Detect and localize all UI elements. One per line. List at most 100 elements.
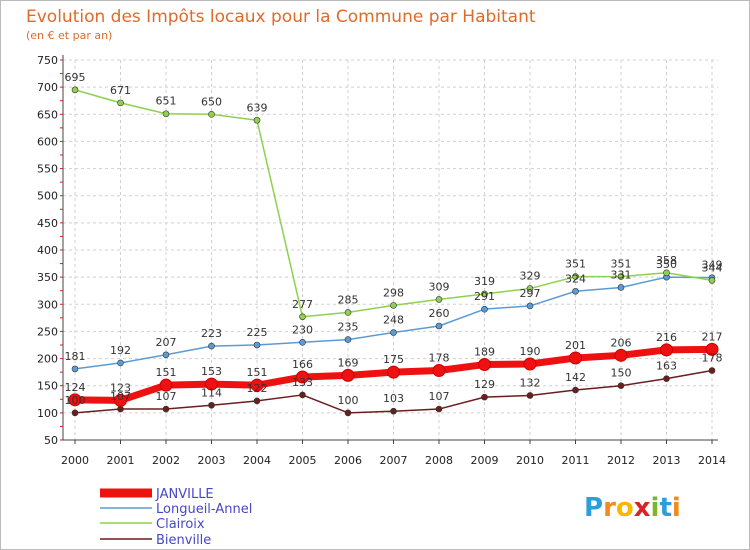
data-point — [617, 273, 625, 280]
data-label: 206 — [611, 336, 632, 349]
data-label: 190 — [520, 345, 541, 358]
legend-label: Clairoix — [156, 517, 205, 532]
y-tick-label: 200 — [37, 353, 58, 366]
data-label: 309 — [429, 280, 450, 293]
data-label: 358 — [656, 254, 677, 267]
data-point — [299, 391, 306, 399]
y-tick-label: 350 — [37, 271, 58, 284]
y-tick-label: 250 — [37, 325, 58, 338]
data-point — [614, 348, 628, 362]
data-label: 201 — [565, 339, 586, 352]
data-point — [162, 110, 170, 118]
data-point — [117, 405, 124, 413]
data-label: 235 — [338, 321, 359, 334]
x-tick-label: 2012 — [607, 454, 635, 467]
data-label: 651 — [156, 95, 177, 108]
data-label: 169 — [338, 356, 359, 369]
data-label: 298 — [383, 286, 404, 299]
legend-label: Longueil-Annel — [156, 502, 252, 517]
data-point — [708, 367, 716, 374]
data-label: 277 — [292, 298, 313, 311]
data-label: 151 — [156, 366, 177, 379]
data-point — [71, 365, 79, 373]
data-label: 671 — [110, 84, 131, 97]
data-point — [390, 302, 397, 309]
logo-letter: i — [672, 493, 681, 523]
data-label: 103 — [383, 392, 404, 405]
data-label: 351 — [565, 258, 586, 271]
y-tick-label: 50 — [44, 434, 58, 447]
data-label: 178 — [702, 352, 723, 365]
data-label: 260 — [429, 307, 450, 320]
logo-letter: x — [634, 493, 651, 523]
data-label: 217 — [702, 330, 723, 343]
data-label: 349 — [702, 259, 723, 272]
data-label: 329 — [520, 270, 541, 283]
data-label: 189 — [474, 346, 495, 359]
data-point — [663, 375, 670, 382]
logo-letter: i — [651, 493, 660, 523]
data-label: 175 — [383, 353, 404, 366]
data-label: 639 — [247, 101, 268, 114]
data-label: 248 — [383, 314, 404, 327]
data-point — [572, 287, 579, 295]
x-tick-label: 2009 — [471, 454, 499, 467]
x-tick-label: 2008 — [425, 454, 453, 467]
data-point — [117, 359, 124, 367]
x-tick-label: 2003 — [198, 454, 226, 467]
y-tick-label: 450 — [37, 217, 58, 230]
chart-subtitle: (en € et par an) — [26, 29, 112, 42]
data-point — [253, 116, 261, 124]
x-tick-label: 2002 — [152, 454, 180, 467]
data-point — [478, 358, 491, 372]
y-tick-label: 650 — [37, 108, 58, 121]
data-point — [526, 302, 534, 310]
data-label: 114 — [201, 386, 222, 399]
proxiti-logo: Proxiti — [584, 493, 681, 523]
data-label: 344 — [702, 261, 723, 274]
data-point — [572, 386, 579, 394]
data-point — [569, 351, 582, 365]
data-labels: 100 107 107 114 122 133 100 103 107 129 132 142 150 1… — [65, 71, 723, 407]
y-tick-label: 500 — [37, 190, 58, 203]
data-label: 181 — [65, 350, 86, 363]
series — [68, 86, 719, 417]
data-point — [435, 322, 443, 330]
data-point — [390, 407, 397, 415]
data-point — [208, 110, 215, 118]
logo-letter: r — [603, 493, 616, 523]
y-tick-label: 550 — [37, 163, 58, 176]
data-label: 100 — [65, 394, 86, 407]
brand-logo: Proxiti — [584, 493, 681, 523]
data-point — [205, 377, 218, 391]
data-label: 350 — [656, 258, 677, 271]
legend-label: Bienville — [156, 533, 211, 548]
data-label: 107 — [156, 390, 177, 403]
data-point — [617, 284, 625, 291]
data-label: 331 — [611, 268, 632, 281]
data-label: 216 — [656, 331, 677, 344]
data-label: 650 — [201, 95, 222, 108]
x-tick-label: 2011 — [562, 454, 590, 467]
data-point — [526, 285, 534, 292]
data-point — [208, 342, 215, 350]
legend-label: JANVILLE — [155, 487, 214, 502]
data-point — [344, 336, 352, 343]
x-tick-label: 2001 — [107, 454, 135, 467]
data-label: 230 — [292, 323, 313, 336]
data-point — [68, 393, 82, 407]
logo-letter: t — [659, 493, 671, 523]
x-tick-label: 2014 — [698, 454, 726, 467]
data-label: 225 — [247, 326, 268, 339]
data-label: 178 — [429, 352, 450, 365]
logo-letter: P — [584, 493, 603, 523]
data-point — [71, 409, 79, 417]
data-label: 291 — [474, 290, 495, 303]
data-label: 285 — [338, 293, 359, 306]
data-point — [481, 393, 488, 401]
data-point — [250, 378, 264, 392]
data-point — [296, 370, 309, 384]
